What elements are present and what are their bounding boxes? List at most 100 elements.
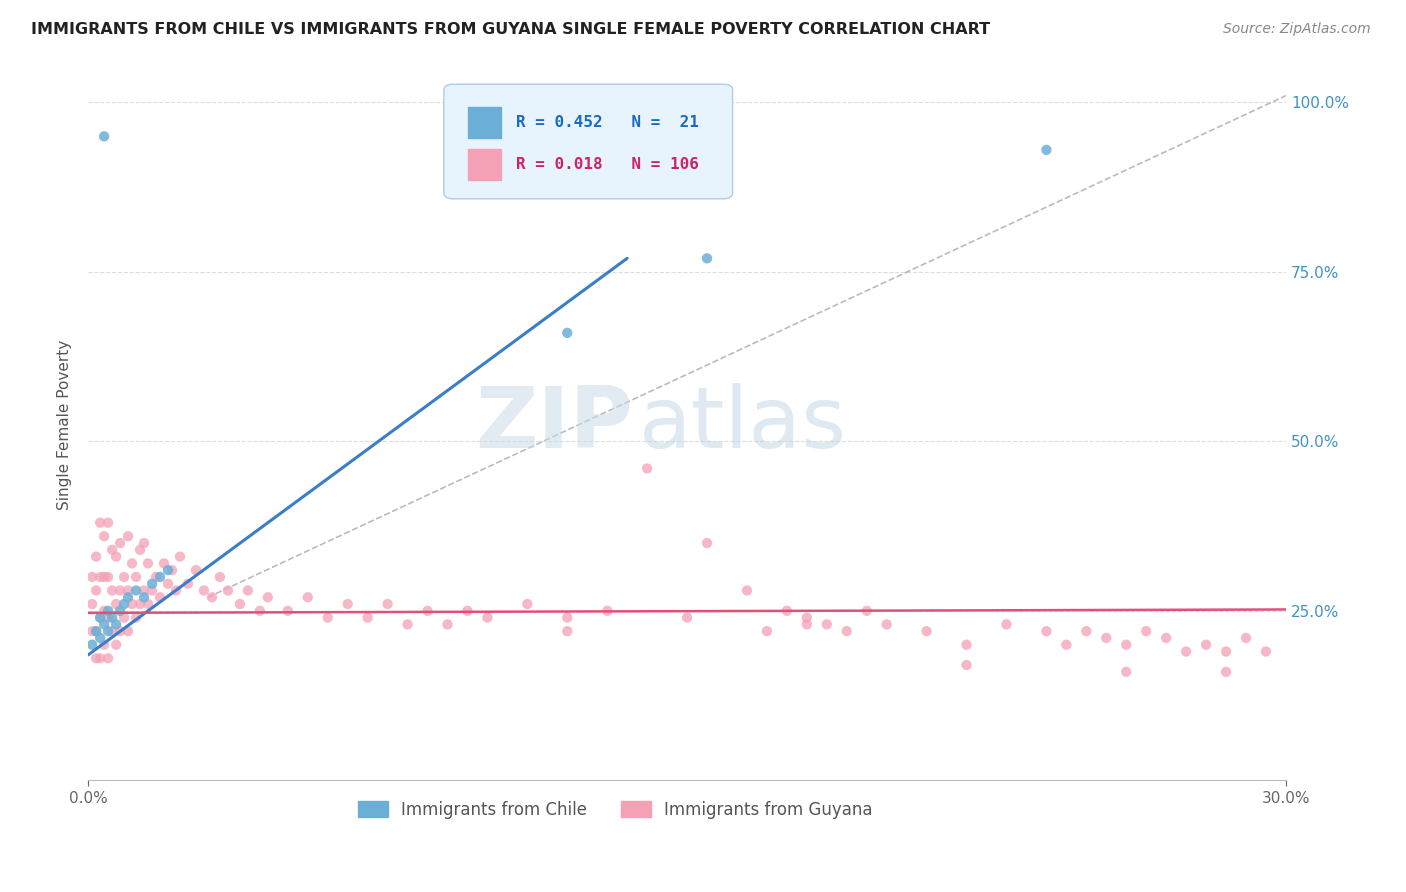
Legend: Immigrants from Chile, Immigrants from Guyana: Immigrants from Chile, Immigrants from G… bbox=[352, 794, 879, 825]
Point bbox=[755, 624, 778, 639]
Point bbox=[915, 624, 938, 639]
Point bbox=[1115, 638, 1137, 652]
Point bbox=[955, 658, 977, 673]
Point bbox=[108, 536, 131, 550]
Point bbox=[117, 583, 139, 598]
Point bbox=[696, 252, 718, 266]
Point bbox=[84, 651, 107, 665]
Text: IMMIGRANTS FROM CHILE VS IMMIGRANTS FROM GUYANA SINGLE FEMALE POVERTY CORRELATIO: IMMIGRANTS FROM CHILE VS IMMIGRANTS FROM… bbox=[31, 22, 990, 37]
Point bbox=[105, 638, 128, 652]
Point bbox=[201, 591, 224, 605]
Point bbox=[1175, 644, 1198, 658]
Point bbox=[121, 597, 143, 611]
Point bbox=[105, 617, 128, 632]
Point bbox=[1215, 665, 1237, 679]
Point bbox=[121, 557, 143, 571]
Point bbox=[97, 610, 120, 624]
Point bbox=[855, 604, 877, 618]
Point bbox=[555, 610, 578, 624]
Text: Source: ZipAtlas.com: Source: ZipAtlas.com bbox=[1223, 22, 1371, 37]
Point bbox=[84, 583, 107, 598]
Point bbox=[555, 624, 578, 639]
Point bbox=[129, 542, 152, 557]
Point bbox=[82, 638, 104, 652]
Point bbox=[1076, 624, 1098, 639]
Point bbox=[93, 638, 115, 652]
Point bbox=[184, 563, 207, 577]
Point bbox=[97, 624, 120, 639]
Point bbox=[256, 591, 278, 605]
Point bbox=[1115, 665, 1137, 679]
Text: atlas: atlas bbox=[640, 383, 848, 466]
Point bbox=[835, 624, 858, 639]
Point bbox=[636, 461, 658, 475]
Point bbox=[82, 570, 104, 584]
Point bbox=[89, 610, 111, 624]
Point bbox=[84, 549, 107, 564]
Point bbox=[165, 583, 187, 598]
Point bbox=[89, 516, 111, 530]
Point bbox=[696, 536, 718, 550]
Point bbox=[436, 617, 458, 632]
Bar bbox=[468, 149, 502, 179]
Point bbox=[97, 651, 120, 665]
Point bbox=[1054, 638, 1077, 652]
Point bbox=[108, 624, 131, 639]
Point bbox=[149, 591, 172, 605]
Point bbox=[1095, 631, 1118, 645]
Point bbox=[84, 624, 107, 639]
Point bbox=[217, 583, 239, 598]
Point bbox=[356, 610, 378, 624]
Point bbox=[105, 597, 128, 611]
Point bbox=[117, 624, 139, 639]
Point bbox=[117, 591, 139, 605]
Point bbox=[89, 651, 111, 665]
Point bbox=[1154, 631, 1177, 645]
Point bbox=[477, 610, 499, 624]
Point bbox=[796, 610, 818, 624]
Point bbox=[1215, 644, 1237, 658]
Point bbox=[1035, 624, 1057, 639]
Point bbox=[93, 617, 115, 632]
Point bbox=[93, 529, 115, 543]
Point bbox=[1234, 631, 1257, 645]
Point bbox=[101, 610, 124, 624]
Point bbox=[277, 604, 299, 618]
Point bbox=[815, 617, 838, 632]
Point bbox=[93, 129, 115, 144]
Bar bbox=[468, 107, 502, 138]
Point bbox=[129, 597, 152, 611]
Point bbox=[101, 624, 124, 639]
Point bbox=[396, 617, 419, 632]
Point bbox=[89, 570, 111, 584]
Point bbox=[93, 570, 115, 584]
Point bbox=[156, 563, 179, 577]
Point bbox=[132, 591, 155, 605]
Point bbox=[141, 583, 163, 598]
Point bbox=[153, 557, 176, 571]
Point bbox=[456, 604, 478, 618]
Point bbox=[876, 617, 898, 632]
Point bbox=[177, 576, 200, 591]
Point bbox=[125, 570, 148, 584]
Point bbox=[97, 604, 120, 618]
Point bbox=[796, 617, 818, 632]
Point bbox=[105, 549, 128, 564]
Point bbox=[112, 597, 135, 611]
Point bbox=[229, 597, 252, 611]
Point bbox=[297, 591, 319, 605]
Point bbox=[89, 610, 111, 624]
Point bbox=[82, 624, 104, 639]
Point bbox=[82, 597, 104, 611]
Point bbox=[108, 604, 131, 618]
Point bbox=[89, 631, 111, 645]
Point bbox=[136, 557, 159, 571]
Point bbox=[132, 536, 155, 550]
Point bbox=[236, 583, 259, 598]
Point bbox=[160, 563, 183, 577]
Point bbox=[108, 583, 131, 598]
Point bbox=[416, 604, 439, 618]
Point bbox=[145, 570, 167, 584]
Point bbox=[676, 610, 699, 624]
Point bbox=[169, 549, 191, 564]
